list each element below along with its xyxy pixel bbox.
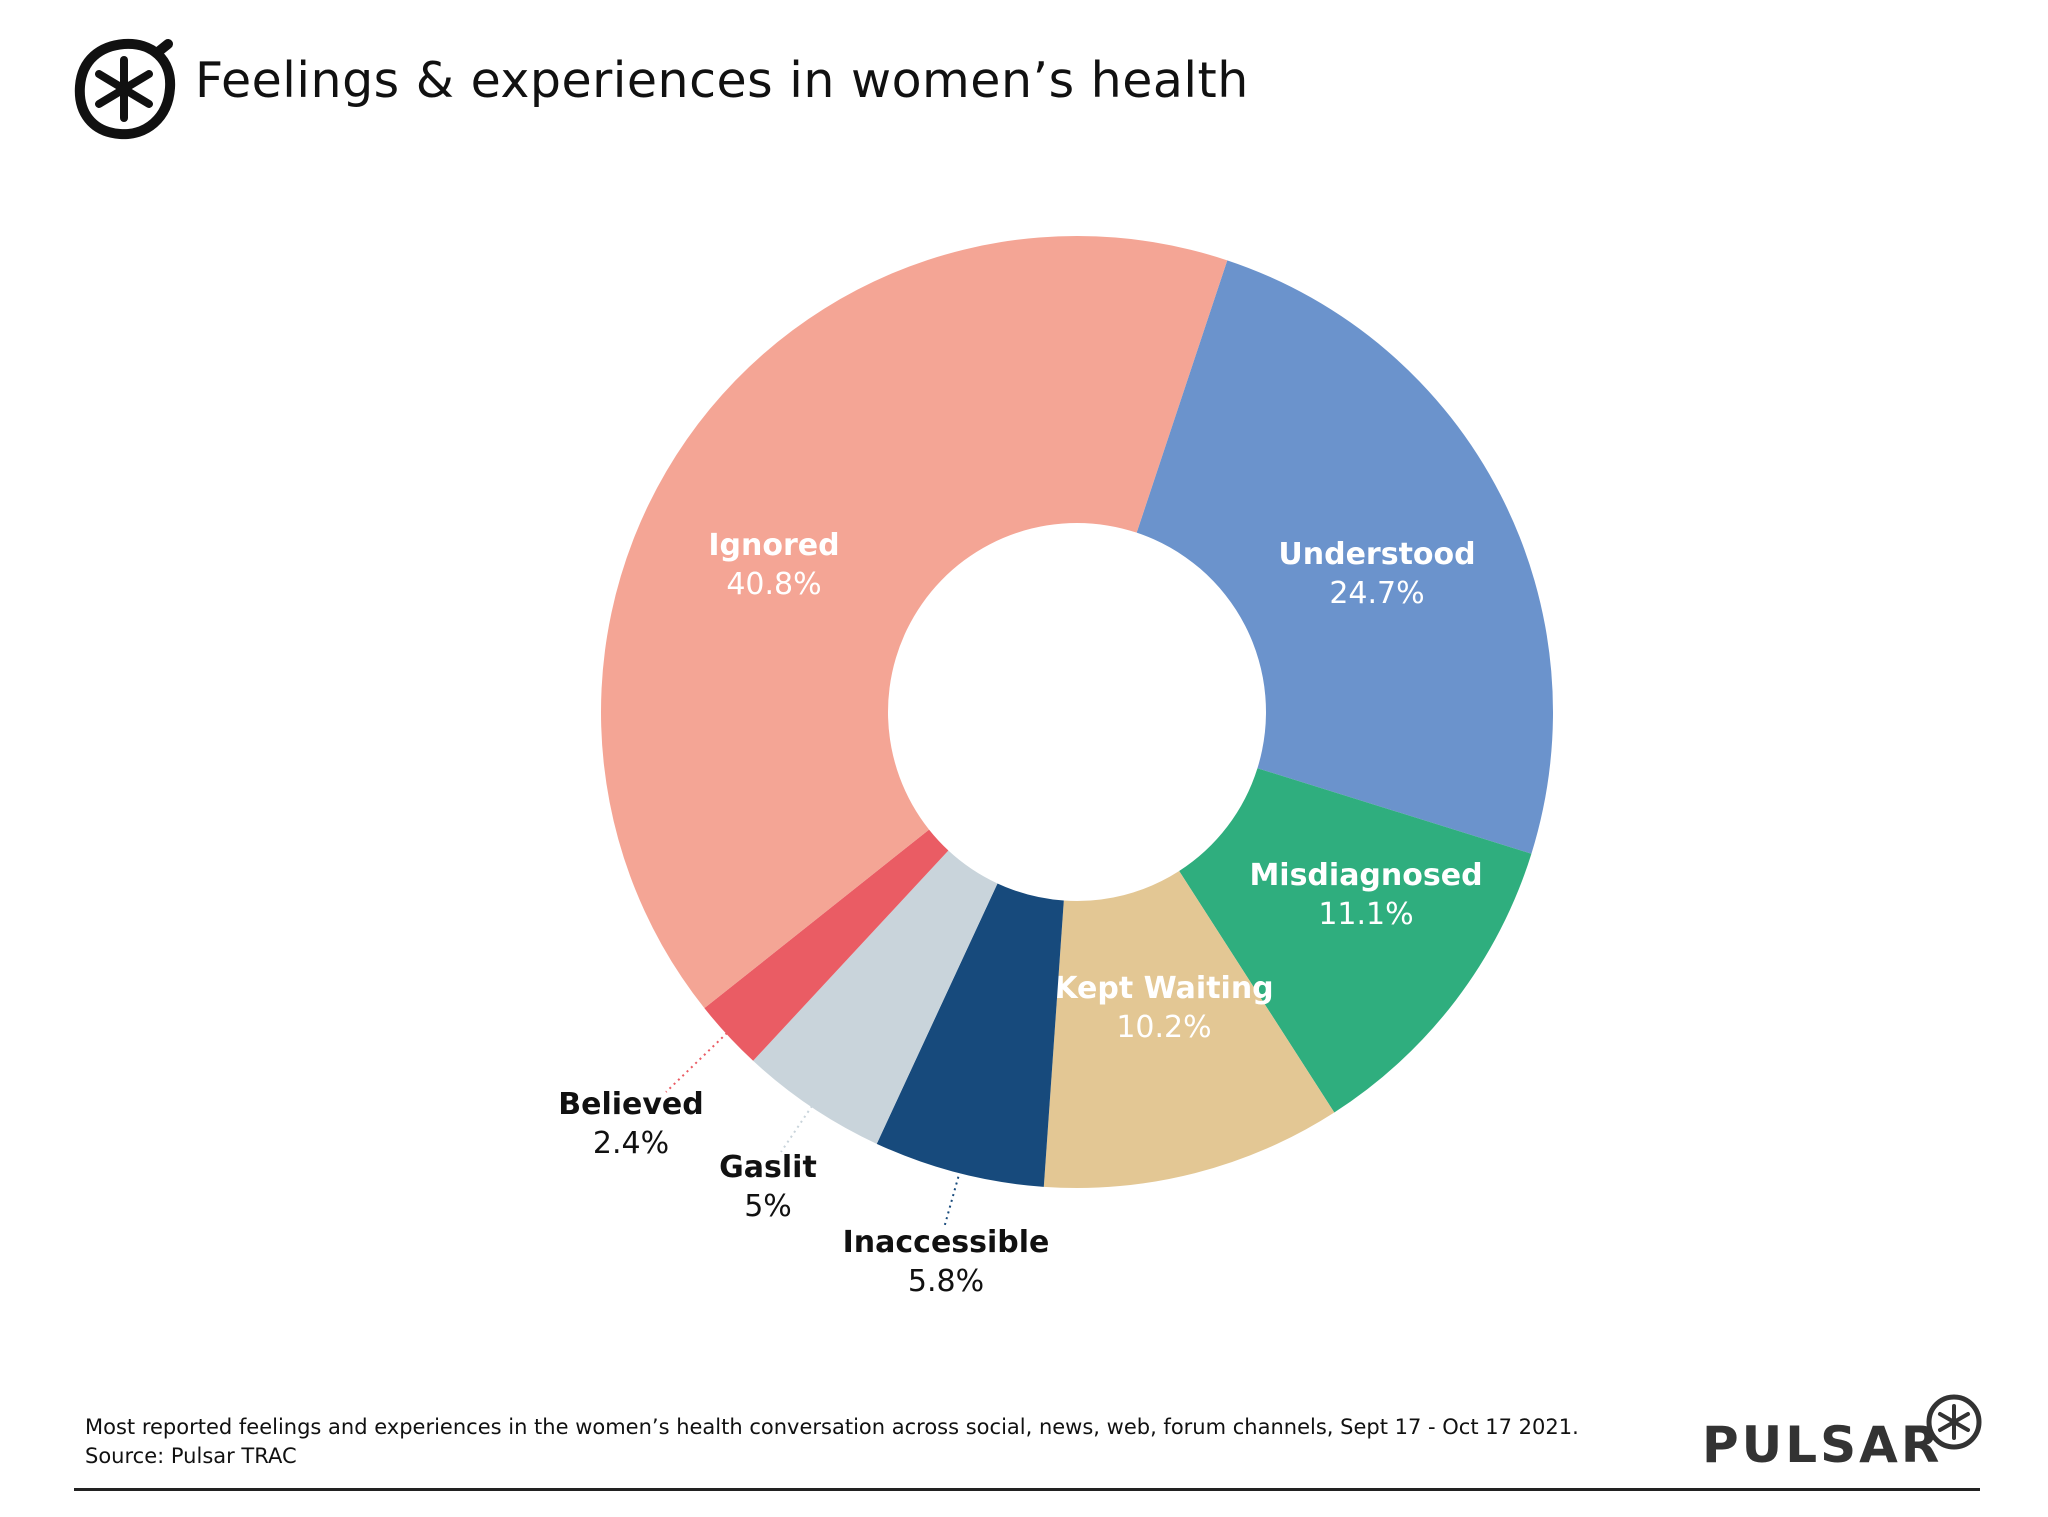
slice-label-misdiagnosed: Misdiagnosed (1249, 858, 1482, 893)
slice-label-believed: Believed (558, 1087, 704, 1122)
slice-believed (704, 829, 949, 1061)
slice-label-gaslit: Gaslit (719, 1150, 817, 1185)
brand-logo-text: PULSAR (1702, 1416, 1943, 1474)
slice-label-kept-waiting: Kept Waiting (1054, 971, 1273, 1006)
slice-label-inaccessible: Inaccessible (843, 1225, 1050, 1260)
chart-title: Feelings & experiences in women’s health (195, 52, 1249, 109)
slice-ignored (600, 235, 1228, 1009)
leader-line-gaslit (780, 1105, 813, 1153)
slice-label-ignored: Ignored (708, 528, 839, 563)
donut-chart: Understood 24.7% Misdiagnosed 11.1% Kept Wai… (558, 235, 1553, 1299)
slice-label-understood: Understood (1278, 537, 1475, 572)
asterisk-circle-icon (74, 38, 176, 140)
slice-misdiagnosed (1179, 768, 1532, 1113)
slice-kept-waiting (1043, 871, 1335, 1188)
slice-value-gaslit: 5% (744, 1189, 792, 1224)
footnote-text: Most reported feelings and experiences i… (85, 1415, 1579, 1439)
slice-value-understood: 24.7% (1329, 576, 1424, 611)
slice-inaccessible (876, 883, 1064, 1187)
asterisk-circle-icon (1926, 1394, 1982, 1450)
slice-value-ignored: 40.8% (726, 567, 821, 602)
slice-understood (1136, 260, 1553, 854)
footer-note: Most reported feelings and experiences i… (85, 1413, 1579, 1471)
slice-value-kept-waiting: 10.2% (1116, 1010, 1211, 1045)
slice-gaslit (753, 850, 998, 1144)
slice-value-believed: 2.4% (593, 1126, 669, 1161)
footer-divider (74, 1488, 1980, 1491)
leader-line-believed (665, 1032, 728, 1093)
leader-line-inaccessible (943, 1170, 961, 1229)
slice-value-inaccessible: 5.8% (908, 1264, 984, 1299)
source-text: Source: Pulsar TRAC (85, 1444, 297, 1468)
slice-value-misdiagnosed: 11.1% (1318, 897, 1413, 932)
